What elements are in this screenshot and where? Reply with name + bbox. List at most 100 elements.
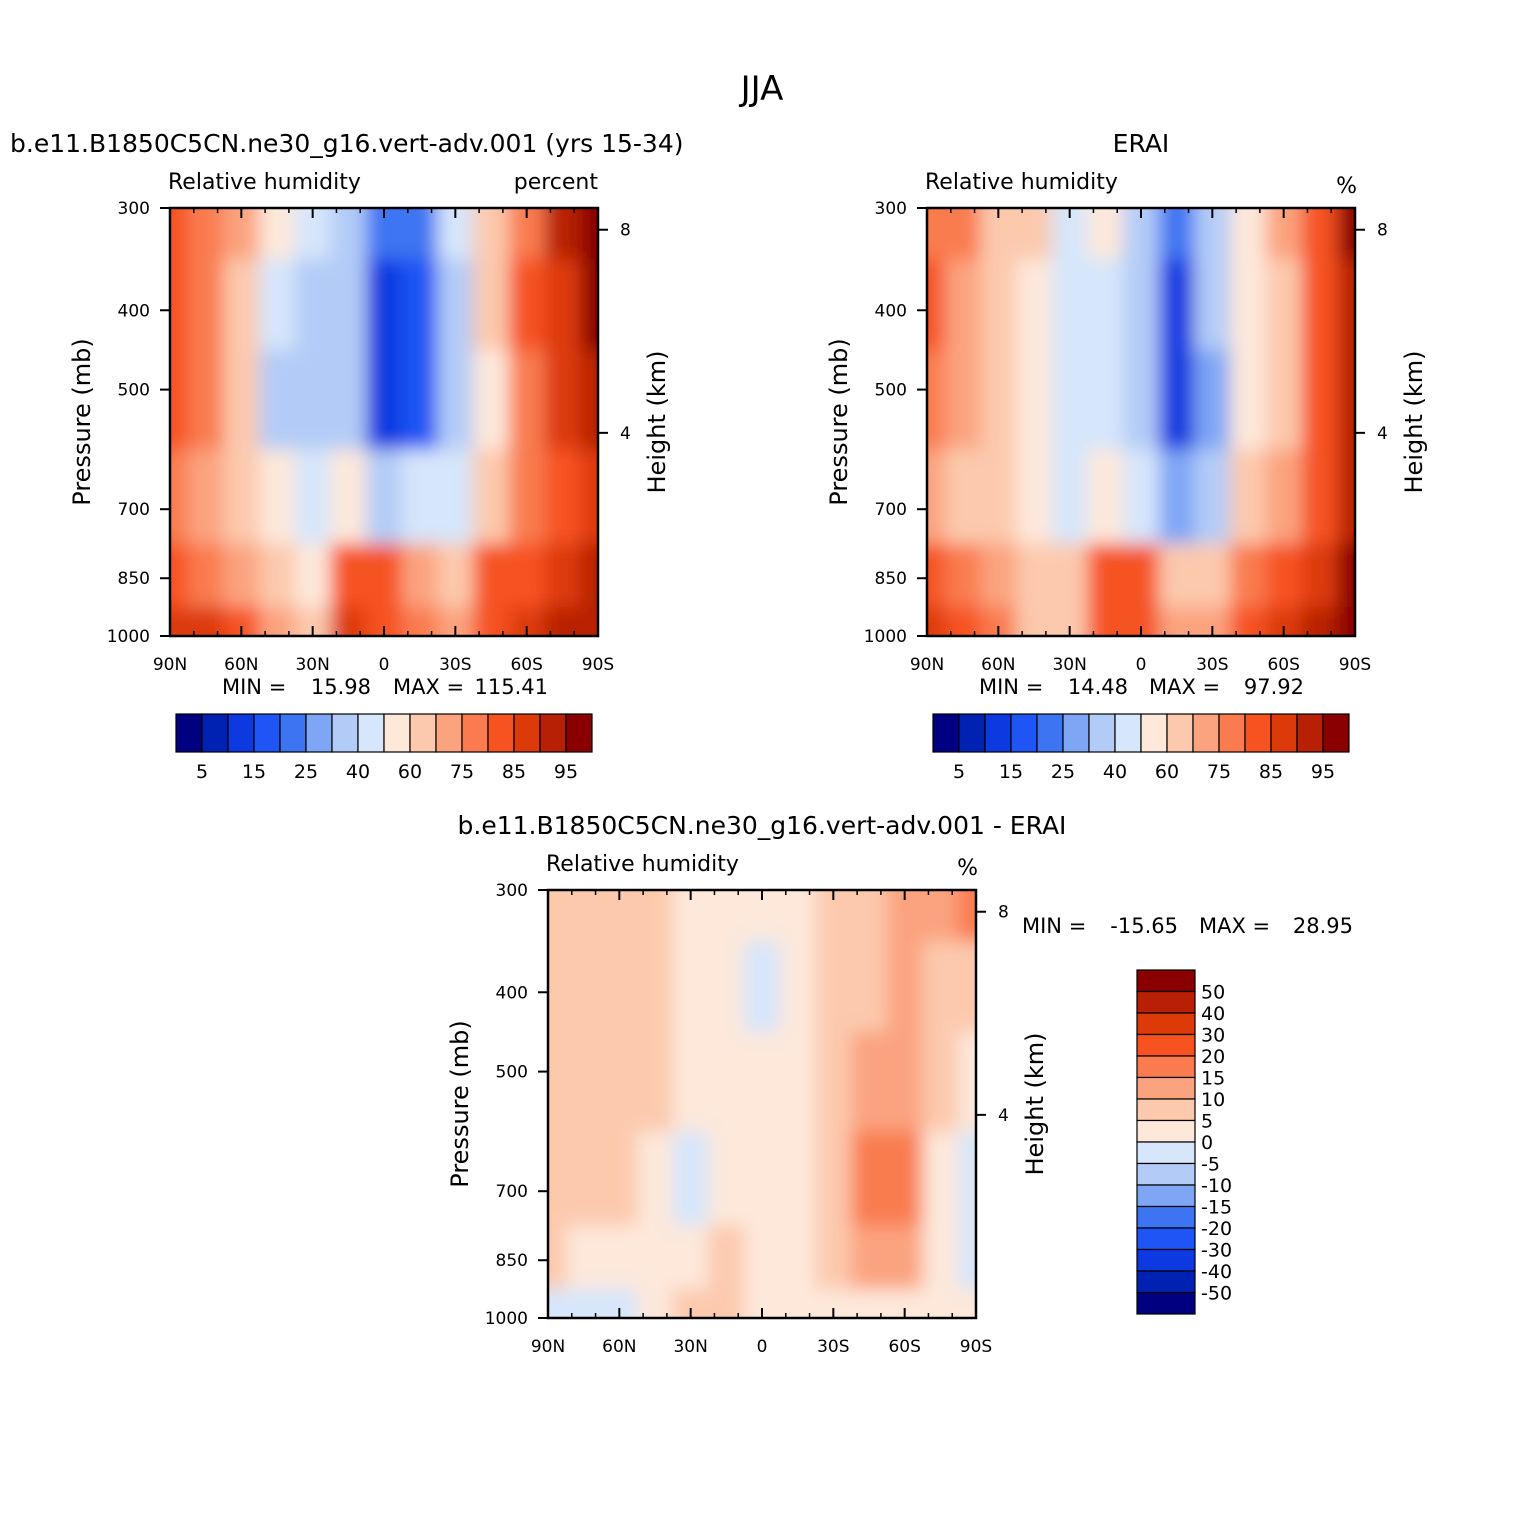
min-value: 14.48 xyxy=(1068,675,1128,699)
variable-label: Relative humidity xyxy=(546,852,739,877)
y-tick-label: 300 xyxy=(496,881,528,901)
y-tick-label: 1000 xyxy=(107,627,150,647)
field-cell xyxy=(1265,349,1303,451)
field-cell xyxy=(980,543,1018,609)
panel-model: b.e11.B1850C5CN.ne30_g16.vert-adv.001 (y… xyxy=(10,129,684,783)
y-tick-label: 400 xyxy=(875,301,907,321)
x-tick-label: 0 xyxy=(757,1337,768,1357)
field-cell xyxy=(708,1225,746,1291)
field-cell xyxy=(1016,349,1053,451)
field-cell xyxy=(548,1225,567,1291)
x-tick-label: 30N xyxy=(673,1337,707,1357)
colorbar-swatch xyxy=(1136,1227,1196,1251)
colorbar-swatch xyxy=(1136,1076,1196,1100)
field-cell xyxy=(1301,449,1339,545)
field-cell xyxy=(294,259,332,351)
field-cell xyxy=(708,1031,746,1133)
field-cell xyxy=(294,449,332,545)
field-cell xyxy=(744,890,781,943)
y-tick-label: 1000 xyxy=(864,627,907,647)
field-cell xyxy=(544,259,582,351)
field-cell xyxy=(366,259,403,351)
field-cell xyxy=(223,259,261,351)
field-cell xyxy=(1051,543,1089,609)
colorbar-swatch xyxy=(1218,713,1246,753)
field-cell xyxy=(927,208,946,261)
x-tick-label: 90S xyxy=(1339,655,1371,675)
colorbar-label: -40 xyxy=(1201,1261,1232,1283)
field-cell xyxy=(1301,208,1339,261)
field-cell xyxy=(580,543,598,609)
min-max-stats: MIN = -15.65 MAX = 28.95 xyxy=(1022,914,1353,938)
y2-tick-label: 8 xyxy=(620,221,631,241)
field-cell xyxy=(330,259,368,351)
y2-axis-label: Height (km) xyxy=(1021,1033,1049,1176)
y-tick-label: 700 xyxy=(496,1182,528,1202)
colorbar-swatch xyxy=(1136,1098,1196,1122)
field-cell xyxy=(1051,208,1089,261)
colorbar-swatch xyxy=(958,713,986,753)
min-max-stats: MIN = 14.48 MAX = 97.92 xyxy=(979,675,1304,699)
x-tick-label: 0 xyxy=(379,655,390,675)
case-title: b.e11.B1850C5CN.ne30_g16.vert-adv.001 (y… xyxy=(10,129,684,158)
field-cell xyxy=(744,941,781,1033)
field-cell xyxy=(223,349,261,451)
y-tick-label: 300 xyxy=(875,199,907,219)
field-cell xyxy=(851,1225,888,1291)
units-label: percent xyxy=(514,170,599,195)
colorbar-swatch xyxy=(1136,1012,1196,1036)
colorbar-swatch xyxy=(539,713,567,753)
colorbar-swatch xyxy=(1088,713,1116,753)
field-cell xyxy=(187,349,225,451)
y-axis-label: Pressure (mb) xyxy=(825,338,853,505)
field-cell xyxy=(1087,208,1125,261)
field-cell xyxy=(601,1131,639,1227)
field-cell xyxy=(886,941,924,1033)
colorbar-label: 40 xyxy=(1103,761,1127,783)
panel-difference: b.e11.B1850C5CN.ne30_g16.vert-adv.001 - … xyxy=(446,811,1353,1357)
colorbar-swatch xyxy=(1136,1162,1196,1186)
field-cell xyxy=(779,941,817,1033)
field-cell xyxy=(437,349,475,451)
field-cell xyxy=(779,1131,817,1227)
field-cell xyxy=(815,890,853,943)
colorbar-swatch xyxy=(253,713,281,753)
x-tick-label: 30S xyxy=(817,1337,849,1357)
colorbar-swatch xyxy=(1140,713,1168,753)
field-cell xyxy=(744,1225,781,1291)
field-cell xyxy=(580,449,598,545)
colorbar-swatch xyxy=(1136,990,1196,1014)
field-cell xyxy=(508,349,546,451)
field-cell xyxy=(366,543,403,609)
field-cell xyxy=(170,607,189,636)
field-cell xyxy=(1194,259,1232,351)
colorbar-label: -5 xyxy=(1201,1154,1220,1176)
y-tick-label: 500 xyxy=(875,381,907,401)
field-cell xyxy=(1230,208,1267,261)
field-cell xyxy=(187,208,225,261)
y2-tick-label: 4 xyxy=(620,424,631,444)
field-cell xyxy=(1337,607,1355,636)
field-cell xyxy=(548,890,567,943)
y2-tick-label: 4 xyxy=(998,1106,1009,1126)
field-cell xyxy=(922,890,960,943)
max-value: 115.41 xyxy=(475,675,548,699)
field-cell xyxy=(672,1225,710,1291)
field-cell xyxy=(580,607,598,636)
field-cell xyxy=(1158,543,1196,609)
field-cell xyxy=(1194,208,1232,261)
colorbar-swatch xyxy=(1114,713,1142,753)
colorbar-label: -20 xyxy=(1201,1218,1232,1240)
field-cell xyxy=(330,208,368,261)
field-cell xyxy=(927,449,946,545)
field-cell xyxy=(1123,349,1160,451)
filled-contours xyxy=(548,890,976,1318)
field-cell xyxy=(1158,349,1196,451)
field-cell xyxy=(170,259,189,351)
contour-plot: 90N 60N 30N 0 30S 60S 90S 300 400 500 700 850 1000 8 4 xyxy=(864,199,1388,675)
colorbar-swatch xyxy=(1136,1248,1196,1272)
field-cell xyxy=(259,349,296,451)
colorbar-swatch xyxy=(357,713,385,753)
x-tick-label: 90N xyxy=(910,655,944,675)
